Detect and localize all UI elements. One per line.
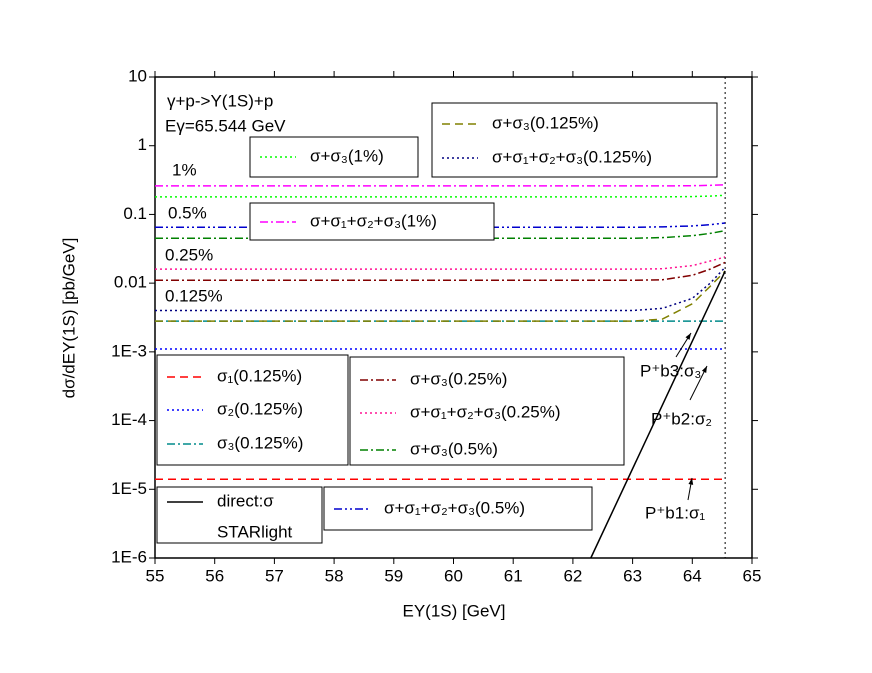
x-tick-label: 64	[683, 566, 702, 585]
annotation: 0.5%	[168, 203, 207, 222]
annotation: 0.125%	[165, 286, 223, 305]
legend-box	[349, 356, 625, 466]
x-tick-label: 57	[265, 566, 284, 585]
x-axis-label: EΥ(1S) [GeV]	[403, 601, 506, 620]
legend-box	[249, 136, 419, 178]
legend-label: σ+σ₃(0.5%)	[410, 439, 498, 458]
annotation: γ+p->Υ(1S)+p	[167, 91, 273, 110]
series-line	[155, 270, 726, 322]
y-tick-label: 0.1	[123, 204, 147, 223]
series-line	[155, 256, 726, 270]
annotation: 1%	[172, 160, 197, 179]
x-tick-label: 60	[444, 566, 463, 585]
y-axis-label: dσ/dEΥ(1S) [pb/GeV]	[59, 238, 78, 399]
legend-box	[156, 486, 323, 544]
y-tick-label: 1E-4	[111, 410, 147, 429]
x-tick-label: 61	[504, 566, 523, 585]
legend-label: σ+σ₃(0.25%)	[410, 369, 507, 388]
legend-label: σ+σ₁+σ₂+σ₃(1%)	[310, 211, 437, 230]
series-line	[590, 270, 726, 559]
x-tick-label: 62	[563, 566, 582, 585]
legend-box	[323, 486, 593, 531]
series-line	[155, 194, 726, 198]
legend-label: σ+σ₃(0.125%)	[492, 113, 599, 132]
legend-box	[249, 202, 495, 241]
legend-label: σ+σ₃(1%)	[310, 146, 384, 165]
arrow-head	[685, 333, 691, 340]
legend-label: σ₃(0.125%)	[217, 433, 303, 452]
y-tick-label: 1E-6	[111, 547, 147, 566]
legend-label: σ₁(0.125%)	[217, 366, 302, 385]
annotation: P⁺b1:σ₁	[645, 503, 705, 522]
x-tick-label: 65	[743, 566, 762, 585]
legend-label: σ₂(0.125%)	[217, 399, 303, 418]
y-tick-label: 1	[138, 135, 147, 154]
x-tick-label: 63	[623, 566, 642, 585]
legend-label: σ+σ₁+σ₂+σ₃(0.125%)	[492, 147, 652, 166]
x-tick-label: 55	[146, 566, 165, 585]
series-line	[155, 222, 726, 229]
annotation: P⁺b2:σ₂	[651, 409, 712, 428]
x-tick-label: 59	[384, 566, 403, 585]
legend-note: STARlight	[217, 522, 293, 541]
series-line	[155, 266, 726, 312]
annotation: Eγ=65.544 GeV	[165, 116, 286, 135]
annotation: 0.25%	[165, 245, 213, 264]
y-tick-label: 0.01	[114, 273, 147, 292]
y-tick-label: 1E-5	[111, 479, 147, 498]
x-tick-label: 58	[325, 566, 344, 585]
x-tick-label: 56	[205, 566, 224, 585]
legend-label: σ+σ₁+σ₂+σ₃(0.5%)	[384, 498, 525, 517]
y-tick-label: 10	[128, 66, 147, 85]
legend-box	[431, 102, 718, 178]
series-line	[155, 184, 726, 187]
y-tick-label: 1E-3	[111, 341, 147, 360]
annotation: P⁺b3:σ₃	[640, 361, 701, 380]
legend-label: σ+σ₁+σ₂+σ₃(0.25%)	[410, 402, 561, 421]
arrow-head	[688, 478, 694, 485]
arrow-head	[701, 366, 707, 373]
series-line	[155, 261, 726, 282]
legend-label: direct:σ	[217, 491, 274, 510]
